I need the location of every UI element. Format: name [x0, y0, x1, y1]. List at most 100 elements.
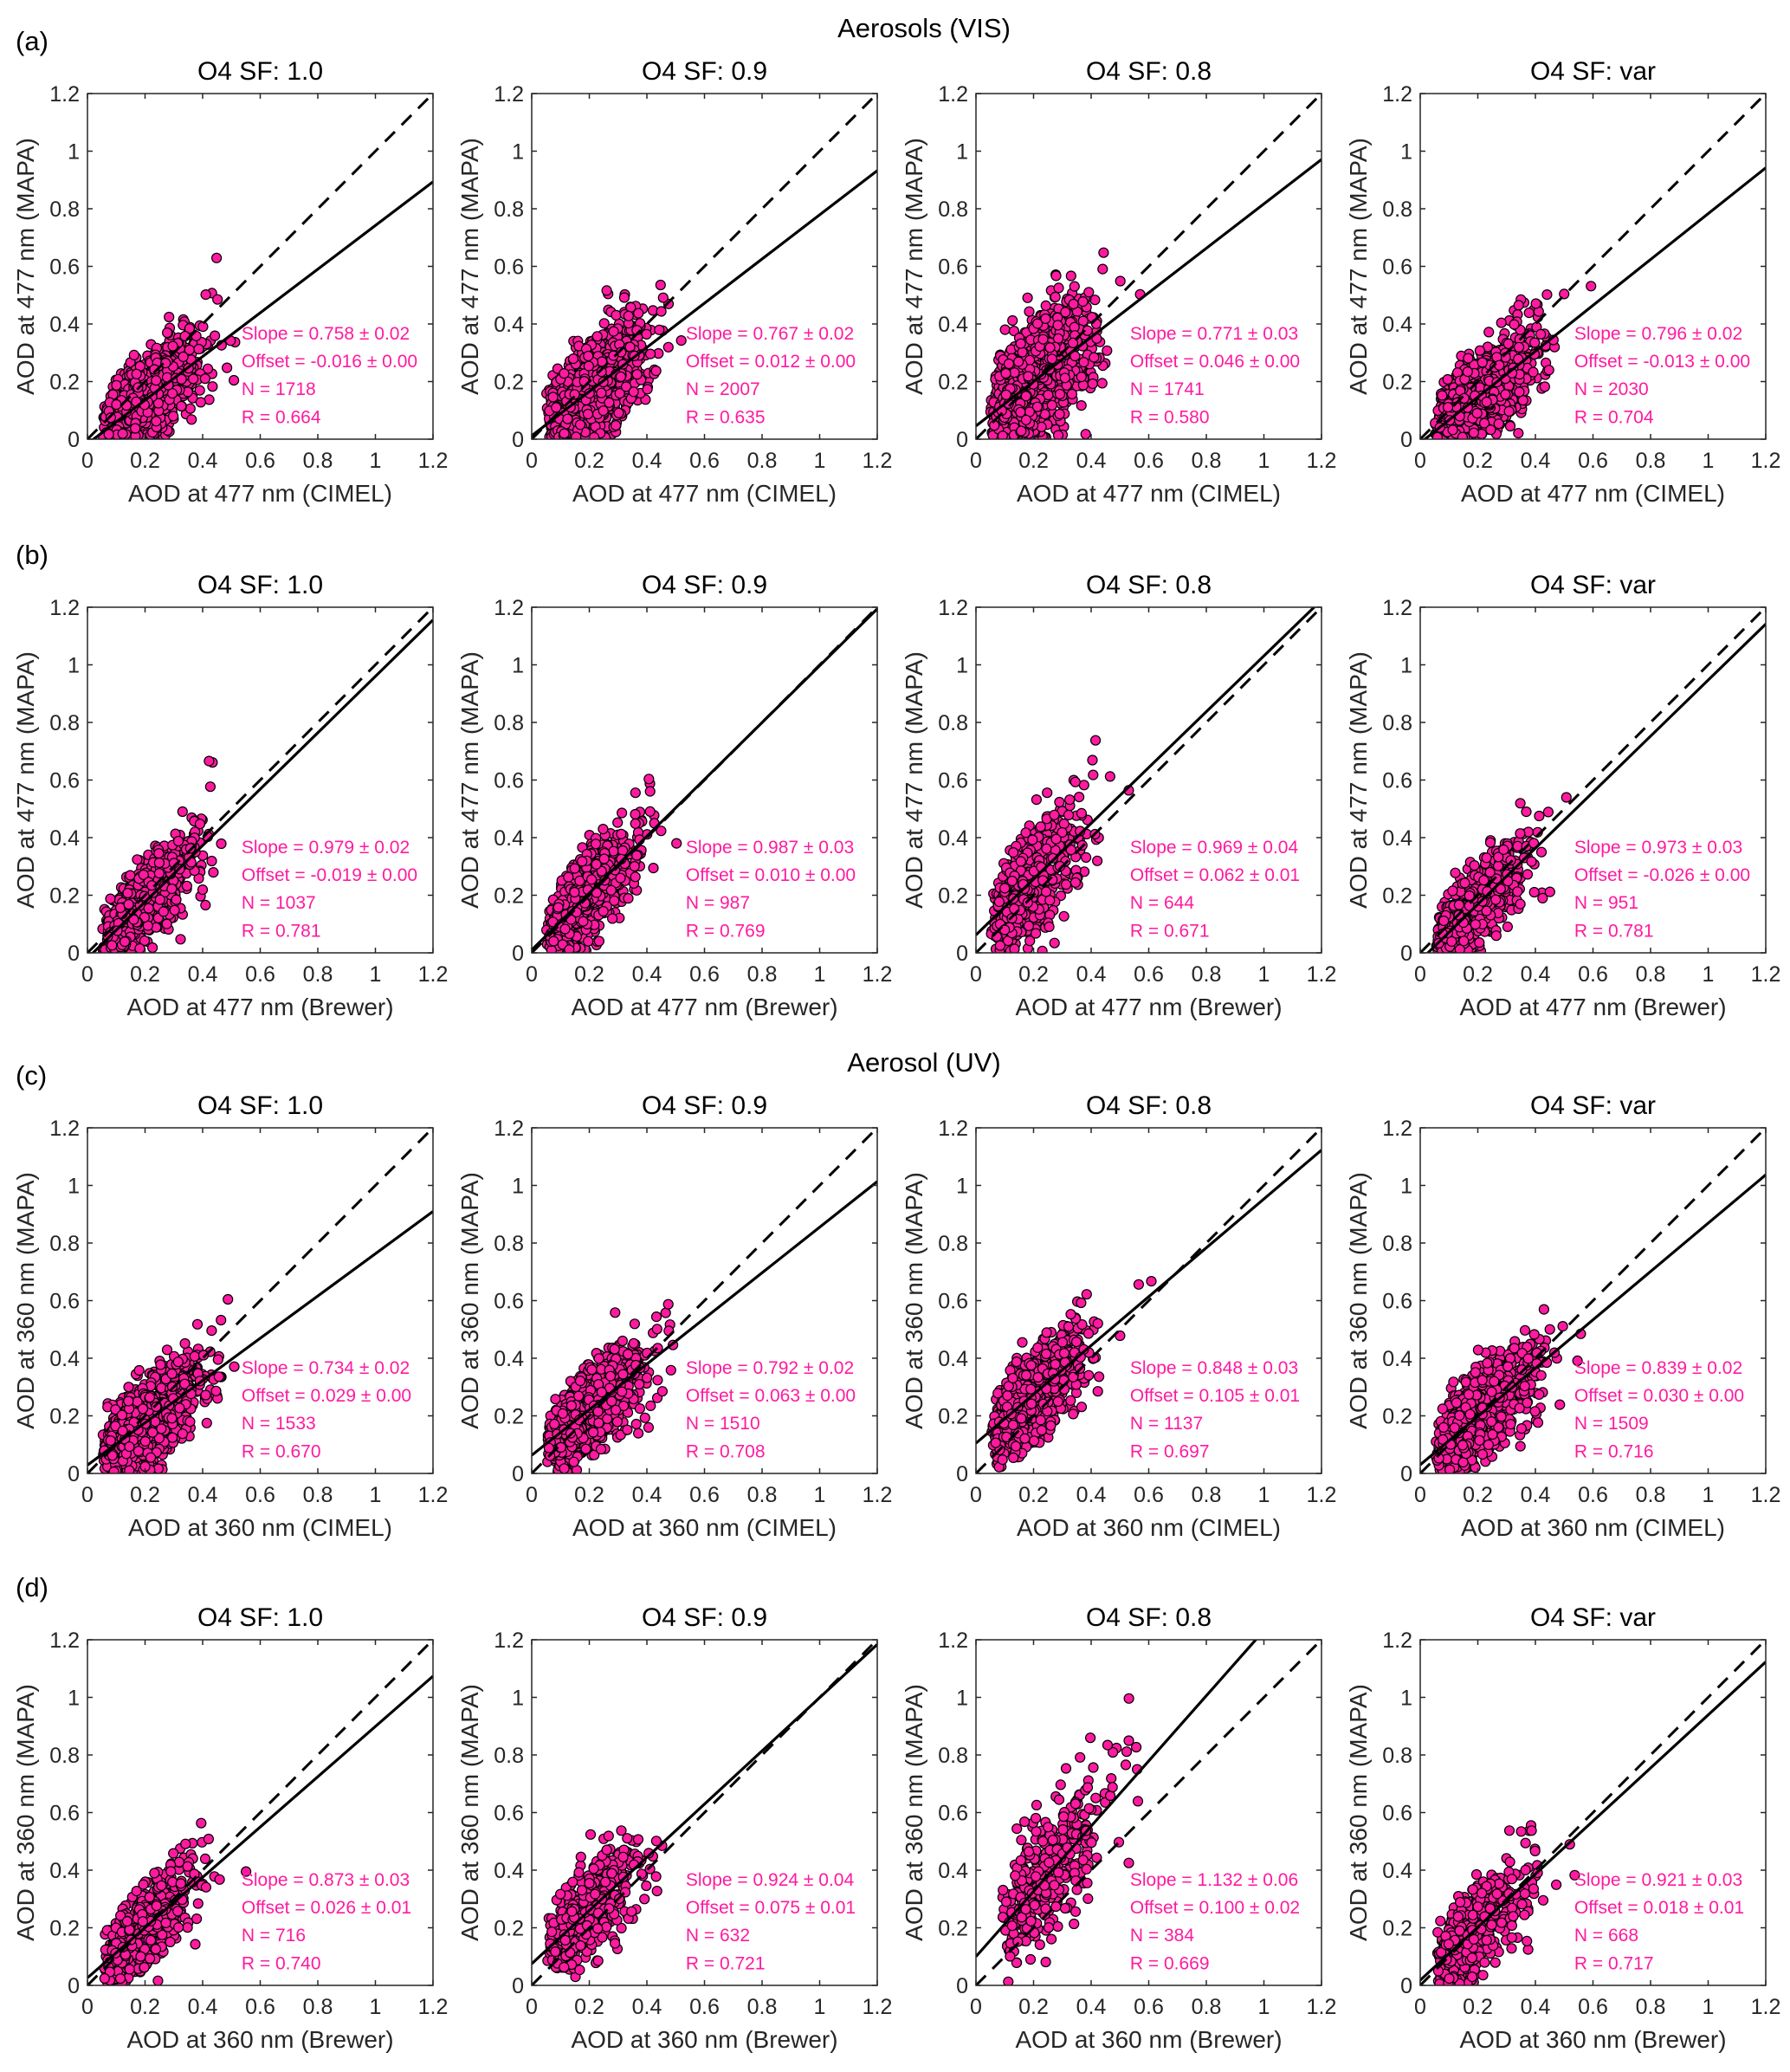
panel-title: O4 SF: 0.9 [642, 57, 767, 86]
data-point [167, 340, 178, 352]
data-point [642, 384, 653, 395]
data-point [614, 388, 625, 399]
scatter-panel: O4 SF: 0.8000.20.20.40.40.60.60.80.8111.… [901, 57, 1336, 507]
data-point [615, 371, 627, 382]
data-point [596, 387, 607, 398]
data-point [111, 398, 122, 411]
data-point [583, 350, 594, 362]
data-point [999, 324, 1011, 335]
x-tick-label: 0.6 [245, 449, 275, 473]
data-point [164, 311, 175, 323]
data-point [184, 323, 195, 334]
y-tick-label: 1 [512, 140, 524, 165]
data-point [567, 353, 579, 365]
x-tick-label: 0.6 [689, 449, 720, 473]
data-point [559, 368, 570, 379]
scatter-panel: O4 SF: 0.9000.20.20.40.40.60.60.80.8111.… [456, 57, 892, 507]
panel-title: O4 SF: 0.8 [1086, 57, 1212, 86]
plot-area [532, 94, 877, 439]
data-point [562, 413, 573, 424]
data-point [151, 416, 162, 427]
data-point [128, 349, 139, 360]
data-point [633, 308, 644, 319]
y-tick-label: 0.4 [494, 313, 524, 337]
data-point [618, 292, 630, 303]
y-tick-label: 0.6 [494, 256, 524, 280]
y-tick-label: 0.8 [494, 197, 524, 222]
data-point [212, 294, 223, 305]
data-point [571, 431, 582, 439]
y-tick-label: 0.2 [49, 371, 80, 395]
y-tick-label: 1 [68, 140, 80, 165]
data-point [193, 343, 204, 355]
data-point [604, 397, 615, 408]
panel-group-label: (b) [16, 540, 48, 570]
panel-title: O4 SF: 1.0 [197, 57, 323, 86]
section-title: Aerosols (VIS) [837, 13, 1011, 43]
data-point [184, 403, 196, 414]
data-point [222, 362, 233, 373]
data-point [195, 397, 206, 408]
x-tick-label: 1.2 [418, 449, 449, 473]
data-point [610, 420, 622, 431]
fit-stat-text: Offset = 0.012 ± 0.00 [686, 352, 856, 372]
data-point [117, 428, 128, 439]
data-point [210, 330, 221, 341]
data-point [1052, 430, 1064, 439]
y-tick-label: 0 [512, 428, 524, 452]
y-tick-label: 1.2 [49, 82, 80, 107]
fit-stat-text: Slope = 0.767 ± 0.02 [686, 324, 854, 344]
x-tick-label: 0.8 [747, 449, 778, 473]
data-point [131, 368, 142, 379]
y-tick-label: 1.2 [494, 82, 524, 107]
data-point [611, 309, 622, 321]
data-point [151, 375, 162, 386]
y-tick-label: 0 [68, 428, 80, 452]
data-point [654, 324, 665, 335]
x-tick-label: 0.2 [130, 449, 160, 473]
data-point [596, 366, 607, 378]
data-point [631, 369, 643, 380]
data-point [641, 328, 652, 340]
fit-stat-text: R = 0.664 [242, 407, 321, 427]
fit-stat-text: N = 1718 [242, 379, 316, 399]
x-axis-label: AOD at 477 nm (CIMEL) [572, 480, 837, 507]
data-point [620, 381, 632, 392]
data-point [675, 335, 687, 346]
x-tick-label: 0.4 [632, 449, 662, 473]
data-point [623, 310, 634, 321]
x-tick-label: 0.2 [574, 449, 604, 473]
data-point [229, 374, 240, 386]
x-tick-label: 0 [526, 449, 538, 473]
data-point [559, 428, 570, 439]
x-tick-label: 1.2 [863, 449, 893, 473]
data-point [211, 252, 223, 263]
data-point [1115, 275, 1126, 287]
one-to-one-line [87, 94, 433, 439]
panel-group-label: (d) [16, 1572, 48, 1603]
panel-group-label: (a) [16, 26, 48, 56]
data-point [199, 373, 210, 385]
data-point [200, 289, 211, 301]
data-point [551, 402, 562, 413]
section-title: Aerosol (UV) [847, 1047, 1000, 1078]
y-tick-label: 0.2 [494, 371, 524, 395]
data-point [1050, 270, 1062, 282]
data-point [601, 285, 612, 296]
panel-group-label: (c) [16, 1060, 47, 1091]
data-point [628, 386, 639, 398]
plot-area [976, 94, 1321, 439]
data-point [160, 358, 171, 369]
plot-area [87, 94, 433, 439]
data-point [178, 351, 189, 362]
fit-stat-text: N = 2007 [686, 379, 760, 399]
data-point [176, 373, 187, 385]
fit-stat-text: Offset = -0.016 ± 0.00 [242, 352, 417, 372]
x-tick-label: 0 [81, 449, 94, 473]
y-tick-label: 0.6 [49, 256, 80, 280]
fit-line [91, 180, 433, 439]
data-point [176, 400, 187, 411]
data-point [1053, 282, 1064, 294]
y-tick-label: 0.8 [49, 197, 80, 222]
